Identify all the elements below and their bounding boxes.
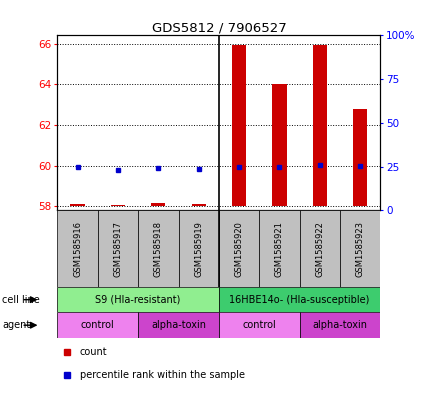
Text: GSM1585918: GSM1585918 (154, 220, 163, 277)
Text: GSM1585917: GSM1585917 (113, 220, 122, 277)
Bar (178, 210, 219, 287)
Bar (57, 312, 138, 338)
Bar (219, 312, 300, 338)
Text: cell line: cell line (2, 295, 40, 305)
Bar (57, 287, 219, 312)
Bar (57, 210, 98, 287)
Bar (300, 312, 380, 338)
Bar (98, 210, 138, 287)
Bar (192, 204, 206, 206)
Bar (232, 44, 246, 206)
Text: GSM1585919: GSM1585919 (194, 220, 203, 277)
Title: GDS5812 / 7906527: GDS5812 / 7906527 (151, 21, 286, 34)
Bar (138, 312, 219, 338)
Text: control: control (242, 320, 276, 330)
Bar (219, 287, 380, 312)
Bar (313, 44, 327, 206)
Text: GSM1585920: GSM1585920 (235, 220, 244, 277)
Bar (151, 203, 165, 206)
Bar (340, 210, 380, 287)
Text: GSM1585916: GSM1585916 (73, 220, 82, 277)
Text: 16HBE14o- (Hla-susceptible): 16HBE14o- (Hla-susceptible) (230, 295, 370, 305)
Text: S9 (Hla-resistant): S9 (Hla-resistant) (96, 295, 181, 305)
Text: GSM1585922: GSM1585922 (315, 220, 324, 277)
Bar (71, 204, 85, 206)
Bar (219, 210, 259, 287)
Bar (138, 210, 178, 287)
Text: agent: agent (2, 320, 30, 330)
Text: alpha-toxin: alpha-toxin (312, 320, 368, 330)
Bar (272, 84, 286, 206)
Bar (111, 205, 125, 206)
Text: GSM1585923: GSM1585923 (356, 220, 365, 277)
Text: control: control (81, 320, 115, 330)
Bar (259, 210, 300, 287)
Text: percentile rank within the sample: percentile rank within the sample (80, 370, 245, 380)
Text: count: count (80, 347, 108, 357)
Text: alpha-toxin: alpha-toxin (151, 320, 206, 330)
Text: GSM1585921: GSM1585921 (275, 220, 284, 277)
Bar (300, 210, 340, 287)
Bar (353, 108, 367, 206)
